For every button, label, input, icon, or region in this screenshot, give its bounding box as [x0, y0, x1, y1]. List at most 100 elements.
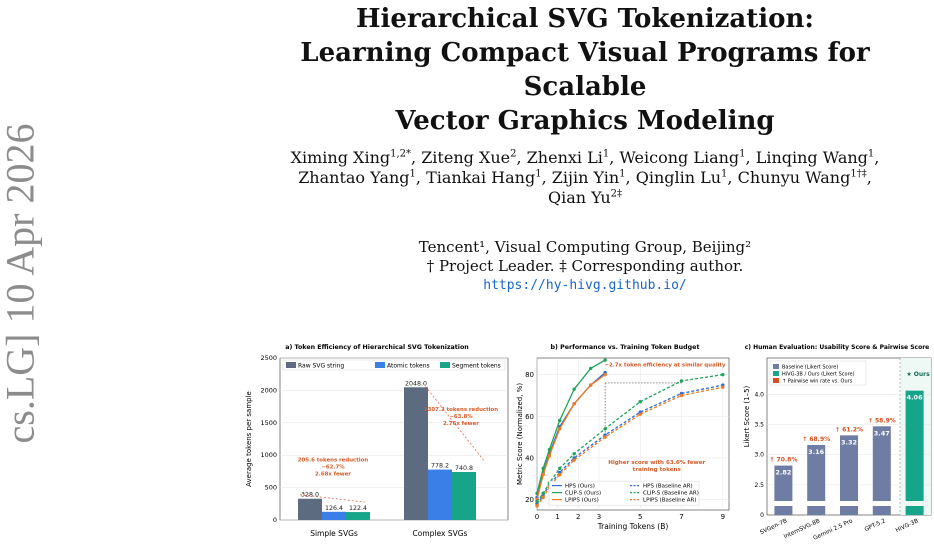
author-affiliation-mark: 1 — [409, 168, 416, 180]
author-affiliation-mark: 1 — [867, 148, 875, 160]
chart-b-point — [721, 385, 725, 389]
chart-a-bar — [322, 511, 346, 520]
chart-b-legend-label: CLIP-S (Baseline AR) — [643, 491, 699, 497]
chart-c-ytick: 4.0 — [754, 391, 764, 398]
author-affiliation-mark: 1 — [535, 168, 542, 180]
chart-b-point — [603, 372, 607, 377]
chart-a-ytick: 2500 — [260, 354, 277, 362]
author-affiliation-mark: 2 — [510, 148, 517, 160]
chart-c-ytick: 3.5 — [754, 421, 764, 428]
chart-a-annotation: 1307.2 tokens reduction — [424, 407, 498, 413]
chart-a-ytick: 2000 — [260, 386, 277, 394]
chart-c-legend-label: Baseline (Likert Score) — [782, 365, 838, 371]
chart-a-ytick: 1500 — [260, 419, 277, 427]
chart-b-point — [603, 358, 607, 362]
chart-b-ytick: 60 — [525, 413, 534, 421]
chart-b-point — [679, 393, 684, 398]
chart-b-point — [541, 495, 545, 500]
chart-a-reduction-arrow — [422, 383, 486, 463]
chart-a-legend-label: Atomic tokens — [387, 363, 430, 370]
chart-b-xtick: 2 — [576, 513, 580, 521]
chart-c-bar-stub — [774, 506, 793, 515]
chart-b-ytick: 80 — [525, 371, 534, 379]
author-affiliation-mark: 2‡ — [610, 188, 622, 200]
chart-b-annotation: Higher score with 63.6% fewer — [608, 460, 705, 466]
chart-c-ours-label: ★ Ours — [906, 371, 930, 378]
chart-a-annotation: 2.68x fewer — [315, 472, 351, 478]
chart-b-xlabel: Training Tokens (B) — [597, 522, 669, 531]
chart-c-legend-swatch — [773, 364, 779, 369]
author-name: Qian Yu — [547, 188, 611, 207]
chart-a-bar-label: 740.8 — [455, 465, 473, 472]
chart-b-legend-label: HPS (Ours) — [565, 484, 595, 490]
chart-c-bar — [774, 465, 793, 501]
chart-c-title: c) Human Evaluation: Usability Score & P… — [745, 344, 930, 351]
chart-a-bar — [428, 469, 452, 520]
chart-b-title: b) Performance vs. Training Token Budget — [551, 344, 700, 351]
chart-b-point — [572, 402, 576, 406]
author-affiliation-mark: 1†‡ — [850, 168, 867, 180]
chart-b-point — [547, 454, 552, 458]
author-name: Tiankai Hang — [426, 168, 536, 187]
chart-b-xtick: 5 — [638, 513, 642, 521]
chart-c: c) Human Evaluation: Usability Score & P… — [737, 340, 934, 547]
chart-a-bar — [298, 498, 322, 520]
chart-c-bar-stub — [807, 506, 826, 515]
arxiv-stamp: cs.LG] 10 Apr 2026 — [0, 123, 43, 444]
chart-a-ytick: 1000 — [260, 451, 277, 459]
chart-b: b) Performance vs. Training Token Budget… — [515, 340, 735, 547]
chart-b-ytick: 40 — [525, 454, 534, 462]
author-name: Chunyu Wang — [737, 168, 851, 187]
chart-a-legend-label: Raw SVG string — [298, 363, 344, 370]
chart-c-ytick: 3.0 — [754, 452, 764, 459]
project-url[interactable]: https://hy-hivg.github.io/ — [483, 278, 687, 293]
chart-c-ytick: 2.5 — [754, 482, 764, 489]
chart-a-annotation: 2.76x fewer — [443, 421, 479, 427]
chart-a-ytick: 0 — [273, 516, 277, 524]
chart-b-annotation: training tokens — [633, 467, 682, 473]
chart-c-bar — [840, 435, 858, 501]
author-affiliation-mark: 1,2* — [390, 148, 412, 160]
chart-a-bar-label: 778.2 — [431, 463, 449, 470]
chart-b-point — [572, 452, 576, 456]
chart-c-bar-value: 3.16 — [808, 448, 825, 456]
chart-c-bar — [872, 426, 891, 501]
chart-a: a) Token Efficiency of Hierarchical SVG … — [240, 340, 515, 547]
chart-b-annotation: ~2.7x token efficiency at similar qualit… — [604, 362, 726, 368]
chart-c-bar-value: 3.32 — [841, 438, 857, 446]
chart-b-xtick: 1 — [555, 513, 559, 521]
chart-a-bar — [404, 387, 428, 520]
author-affiliation-mark: 1 — [602, 148, 610, 160]
chart-a-bar — [346, 512, 370, 520]
chart-a-annotation: 205.6 tokens reduction — [298, 458, 369, 464]
chart-c-legend-box — [769, 360, 867, 386]
chart-c-legend-label: HiVG-3B / Ours (Likert Score) — [782, 372, 855, 378]
chart-a-title: a) Token Efficiency of Hierarchical SVG … — [285, 344, 469, 351]
affiliation-line: Tencent¹, Visual Computing Group, Beijin… — [418, 238, 752, 256]
chart-b-point — [572, 458, 576, 462]
chart-b-point — [588, 366, 593, 371]
chart-a-bar-label: 2048.0 — [405, 380, 427, 387]
chart-a-legend-swatch — [375, 362, 385, 368]
chart-b-point — [541, 472, 545, 477]
chart-c-xtick: HiVG-3B — [895, 518, 919, 534]
chart-c-svg: c) Human Evaluation: Usability Score & P… — [743, 344, 932, 542]
chart-c-win-rate: ↑ 58.9% — [868, 417, 896, 424]
chart-b-svg: b) Performance vs. Training Token Budget… — [516, 344, 730, 531]
author-name: Linqing Wang — [755, 148, 868, 167]
chart-b-xtick: 0 — [535, 513, 539, 521]
chart-a-annotation: −63.8% — [449, 414, 473, 420]
chart-b-legend-label: HPS (Baseline AR) — [643, 484, 693, 490]
chart-c-bar-stub — [905, 506, 924, 515]
chart-a-bar — [452, 471, 476, 520]
chart-b-point — [588, 383, 593, 387]
affiliations: Tencent¹, Visual Computing Group, Beijin… — [240, 238, 930, 295]
chart-c-legend-label: ↑ Pairwise win rate vs. Ours — [782, 379, 853, 385]
chart-a-annotation: −62.7% — [321, 465, 345, 471]
chart-a-ylabel: Average tokens per sample — [245, 391, 253, 487]
author-affiliation-mark: 1 — [619, 168, 626, 180]
chart-b-point — [547, 447, 552, 452]
chart-b-legend-label: CLIP-S (Ours) — [565, 491, 601, 497]
chart-b-point — [558, 466, 562, 471]
chart-b-xtick: 7 — [679, 513, 683, 521]
